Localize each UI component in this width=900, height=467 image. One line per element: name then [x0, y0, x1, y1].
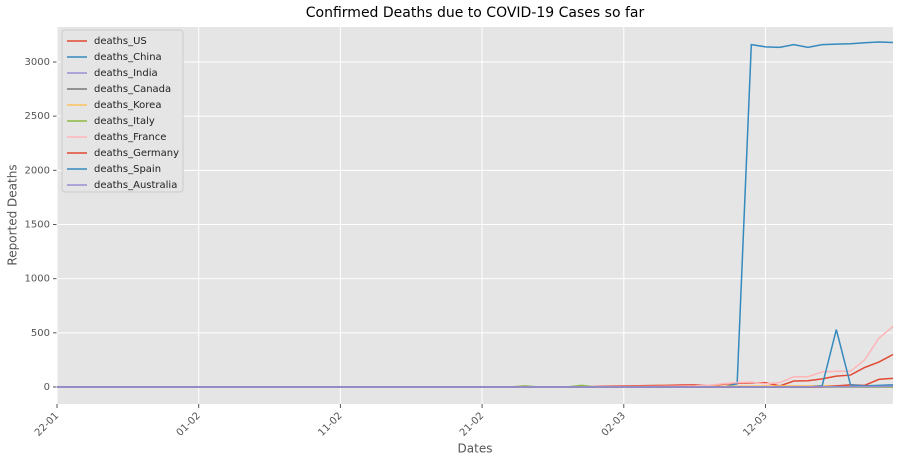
- y-tick-label: 1000: [25, 274, 50, 285]
- legend-box: [61, 29, 184, 193]
- legend-label: deaths_Australia: [94, 180, 177, 191]
- legend-label: deaths_US: [94, 36, 147, 47]
- chart-title: Confirmed Deaths due to COVID-19 Cases s…: [306, 5, 645, 21]
- grid: [53, 27, 893, 408]
- x-tick-label: 01-02: [175, 410, 203, 438]
- y-tick-label: 0: [44, 382, 50, 393]
- y-tick-label: 3000: [25, 57, 50, 68]
- legend-label: deaths_Germany: [94, 148, 179, 159]
- legend-label: deaths_Korea: [94, 100, 161, 111]
- lines: [57, 41, 894, 388]
- y-tick-label: 1500: [25, 219, 50, 230]
- legend-label: deaths_China: [94, 52, 162, 63]
- y-axis-label: Reported Deaths: [6, 164, 20, 265]
- x-tick-label: 22-01: [33, 410, 61, 438]
- legend: deaths_US deaths_China deaths_India deaths_…: [61, 29, 184, 193]
- x-tick-label: 02-03: [600, 410, 628, 438]
- legend-label: deaths_Spain: [94, 164, 161, 175]
- y-tick-label: 2500: [25, 111, 50, 122]
- legend-label: deaths_France: [94, 132, 166, 143]
- plot-area: [57, 27, 893, 404]
- legend-label: deaths_Italy: [94, 116, 155, 127]
- legend-label: deaths_India: [94, 68, 158, 79]
- legend-label: deaths_Canada: [94, 84, 171, 95]
- x-tick-label: 21-02: [458, 410, 486, 438]
- x-tick-label: 12-03: [741, 410, 769, 438]
- series-line: [57, 385, 894, 388]
- y-tick-label: 2000: [25, 165, 50, 176]
- y-tick-label: 500: [31, 328, 50, 339]
- x-tick-label: 11-02: [316, 410, 344, 438]
- x-axis-label: Dates: [458, 442, 493, 456]
